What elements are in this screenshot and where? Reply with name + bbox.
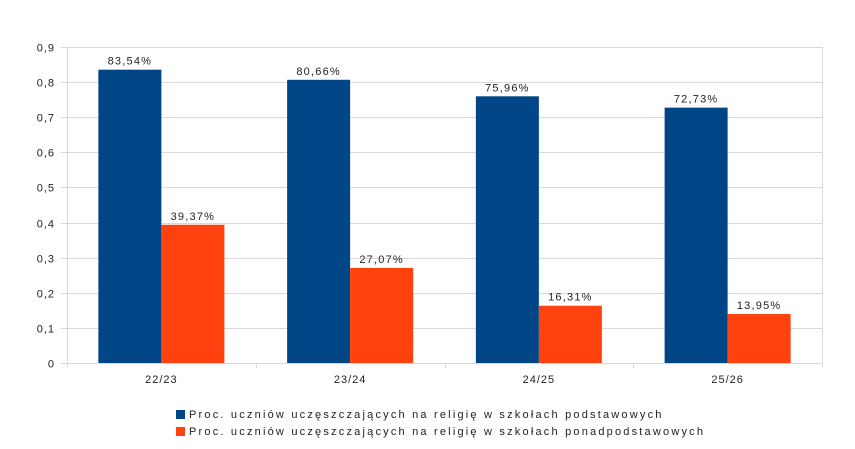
y-axis-ticks: 0 0,1 0,2 0,3 0,4 0,5 0,6 0,7 0,8 0,9 (37, 43, 55, 371)
legend-item-primary: Proc. uczniów uczęszczających na religię… (176, 406, 705, 423)
y-tick-label: 0,5 (37, 183, 55, 195)
bar (350, 267, 414, 363)
data-label: 83,54% (108, 56, 153, 68)
y-tick-label: 0,4 (37, 219, 55, 231)
y-tick-label: 0,9 (37, 43, 55, 55)
bar (98, 69, 162, 364)
data-labels: 83,54% 39,37% 80,66% 27,07% 75,96% 16,31% 72,7… (108, 56, 782, 312)
data-label: 27,07% (359, 254, 404, 266)
x-axis-ticks: 22/23 23/24 24/25 25/26 (145, 363, 744, 386)
data-label: 39,37% (171, 211, 216, 223)
data-label: 72,73% (674, 94, 719, 106)
y-tick-label: 0 (48, 359, 55, 371)
legend-label-secondary: Proc. uczniów uczęszczających na religię… (189, 425, 706, 438)
y-tick-label: 0,7 (37, 113, 55, 125)
bar (727, 314, 791, 363)
legend-label-primary: Proc. uczniów uczęszczających na religię… (189, 408, 664, 421)
bar (161, 224, 225, 363)
bar (475, 96, 539, 364)
legend: Proc. uczniów uczęszczających na religię… (176, 406, 705, 440)
data-label: 80,66% (296, 66, 341, 78)
bar (664, 107, 728, 363)
y-tick-label: 0,1 (37, 324, 55, 336)
y-tick-label: 0,6 (37, 148, 55, 160)
bars (98, 69, 791, 364)
x-tick-label: 25/26 (711, 374, 744, 386)
bar (538, 305, 602, 363)
bar (287, 79, 351, 364)
x-tick-label: 24/25 (523, 374, 556, 386)
data-label: 13,95% (737, 300, 782, 312)
x-tick-label: 23/24 (334, 374, 367, 386)
y-tick-label: 0,8 (37, 78, 55, 90)
legend-swatch-primary (176, 410, 185, 419)
legend-item-secondary: Proc. uczniów uczęszczających na religię… (176, 423, 705, 440)
data-label: 16,31% (548, 292, 593, 304)
data-label: 75,96% (485, 82, 530, 94)
legend-swatch-secondary (176, 427, 185, 436)
x-tick-label: 22/23 (145, 374, 178, 386)
y-tick-label: 0,2 (37, 289, 55, 301)
y-tick-label: 0,3 (37, 254, 55, 266)
